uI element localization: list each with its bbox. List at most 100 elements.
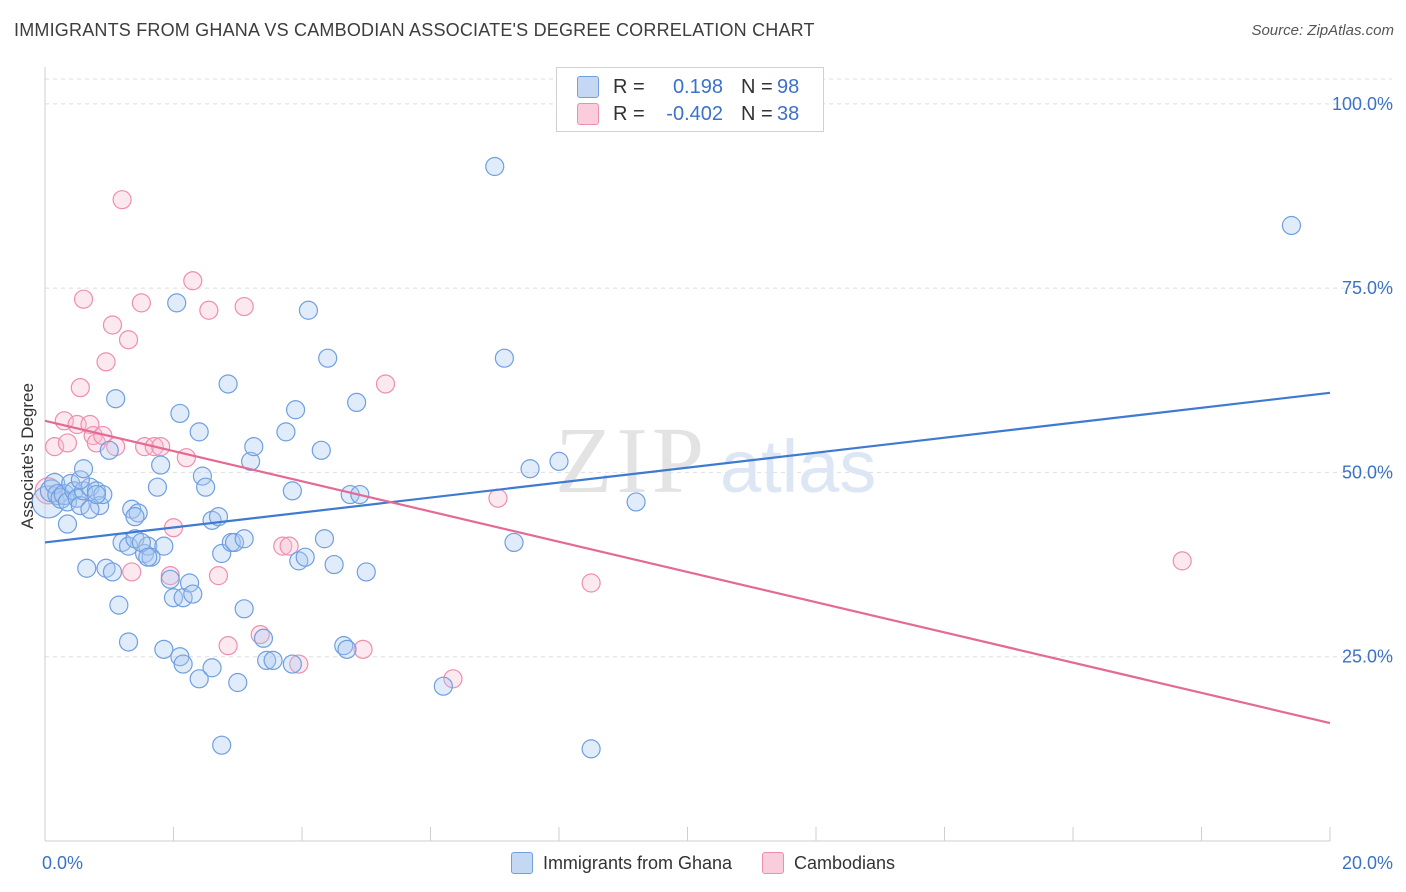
stats-legend-row-ghana: R = 0.198 N = 98 (577, 73, 799, 101)
x-tick-label: 20.0% (1342, 853, 1393, 873)
ghana-point (356, 562, 376, 582)
ghana-point (70, 470, 90, 490)
trend-lines (44, 391, 1331, 725)
cambodians-point (131, 293, 151, 313)
r-value: 0.198 (672, 75, 723, 98)
cambodians-point (122, 562, 142, 582)
ghana-point (125, 507, 145, 527)
r-label: R = (613, 75, 645, 98)
n-label: N = (741, 75, 773, 98)
cambodians-point (73, 289, 94, 309)
ghana-point (494, 348, 514, 368)
ghana-point (183, 584, 203, 604)
ghana-point (73, 459, 94, 479)
ghana-point (212, 735, 232, 755)
cambodians-point (70, 378, 90, 398)
ghana-trend-line (44, 391, 1331, 544)
ghana-point (167, 293, 187, 313)
cambodians-point (375, 374, 396, 394)
cambodians-point (80, 414, 100, 435)
ghana-point (276, 422, 296, 442)
ghana-point (160, 569, 180, 589)
ghana-point (202, 510, 222, 530)
ghana-point (253, 628, 274, 648)
ghana-point (96, 558, 116, 578)
ghana-point (285, 400, 306, 420)
n-value: 38 (777, 102, 800, 125)
n-value: 98 (777, 75, 800, 98)
cambodians-point (183, 271, 203, 291)
ghana-point (314, 529, 335, 549)
ghana-point (485, 156, 505, 177)
series-legend: Immigrants from Ghana Cambodians (0, 852, 1406, 874)
r-label: R = (613, 102, 645, 125)
ghana-point (504, 532, 524, 553)
ghana-point (128, 503, 148, 523)
cambodians-point (234, 296, 254, 317)
legend-item-cambodians[interactable]: Cambodians (762, 852, 895, 874)
ghana-point (241, 451, 261, 471)
ghana-point (212, 543, 232, 564)
ghana-point (47, 483, 69, 506)
series-ghana-points (31, 156, 1302, 759)
ghana-point (118, 632, 139, 652)
ghana-point (433, 676, 453, 696)
cambodians-trend-line (44, 419, 1331, 725)
ghana-point (581, 739, 601, 759)
y-tick-label: 25.0% (1342, 647, 1393, 667)
tick-labels: 25.0% 50.0% 75.0% 100.0% 0.0% 20.0% (42, 94, 1393, 873)
ghana-point (57, 514, 78, 534)
ghana-point (189, 669, 209, 689)
ghana-point (138, 536, 158, 556)
ghana-point (295, 547, 315, 567)
cambodians-legend-swatch (762, 852, 784, 874)
ghana-point (263, 650, 283, 671)
cambodians-point (96, 352, 116, 372)
cambodians-point (218, 636, 238, 656)
r-value: -0.402 (666, 102, 723, 125)
x-tick-label: 0.0% (42, 853, 83, 873)
legend-label-ghana: Immigrants from Ghana (542, 852, 732, 873)
ghana-point (298, 300, 319, 320)
ghana-point (234, 599, 254, 619)
ghana-point (257, 650, 277, 671)
n-label: N = (741, 102, 773, 125)
cambodians-point (112, 190, 132, 210)
ghana-point (192, 466, 213, 486)
ghana-point (196, 477, 216, 497)
ghana-point (138, 547, 158, 567)
watermark: ZIP atlas (555, 409, 876, 513)
ghana-point (189, 422, 209, 442)
ghana-point (173, 654, 193, 674)
legend-label-cambodians: Cambodians (794, 852, 896, 873)
ghana-point (318, 348, 338, 368)
y-tick-label: 50.0% (1342, 462, 1393, 482)
ghana-point (347, 392, 367, 412)
ghana-legend-swatch (510, 852, 533, 874)
ghana-point (244, 437, 264, 457)
ghana-point (224, 532, 245, 553)
ghana-point (520, 459, 540, 479)
ghana-point (86, 484, 107, 505)
ghana-point (1281, 215, 1302, 236)
cambodians-point (118, 330, 139, 350)
ghana-point (218, 374, 238, 394)
ghana-point (311, 440, 331, 460)
ghana-point (202, 658, 222, 678)
cambodians-point (45, 437, 65, 457)
cambodians-point (279, 536, 299, 556)
ghana-point (179, 573, 200, 593)
legend-item-ghana[interactable]: Immigrants from Ghana (510, 852, 732, 874)
ghana-point (118, 536, 139, 556)
grid-lines (45, 78, 1392, 658)
cambodians-point (57, 433, 78, 453)
ghana-point (154, 536, 174, 556)
ghana-point (151, 455, 171, 475)
ghana-point (170, 403, 190, 424)
ghana-point (324, 554, 344, 575)
ghana-point (147, 477, 168, 497)
cambodians-point (199, 300, 219, 320)
ghana-point (93, 484, 113, 505)
watermark-atlas: atlas (720, 425, 876, 508)
stats-legend: R = 0.198 N = 98 R = -0.402 N = 38 (556, 67, 824, 132)
